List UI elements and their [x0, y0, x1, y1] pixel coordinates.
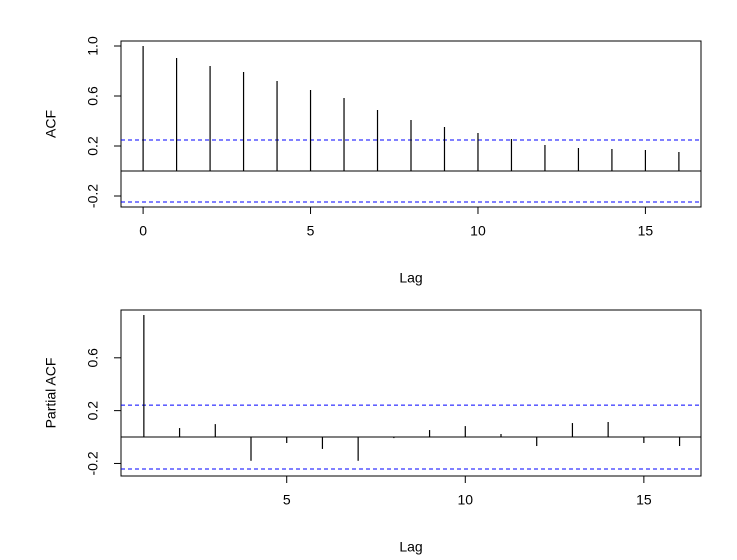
y-tick-label: 0.2: [85, 401, 101, 421]
y-tick-label: 0.6: [85, 86, 101, 106]
x-axis-label: Lag: [399, 270, 422, 286]
y-tick-label: -0.2: [85, 184, 101, 208]
x-tick-label: 10: [470, 223, 486, 239]
y-tick-label: 0.6: [85, 348, 101, 368]
x-tick-label: 15: [636, 492, 652, 508]
y-axis-label: Partial ACF: [43, 358, 59, 429]
x-tick-label: 5: [307, 223, 315, 239]
x-tick-label: 5: [283, 492, 291, 508]
x-tick-label: 15: [638, 223, 654, 239]
y-axis-label: ACF: [43, 110, 59, 138]
y-tick-label: 0.2: [85, 136, 101, 156]
plot-frame: [120, 309, 702, 477]
x-tick-label: 0: [139, 223, 147, 239]
y-tick-label: -0.2: [85, 451, 101, 475]
x-axis-label: Lag: [399, 539, 422, 555]
y-tick-label: 1.0: [85, 36, 101, 56]
x-tick-label: 10: [457, 492, 473, 508]
